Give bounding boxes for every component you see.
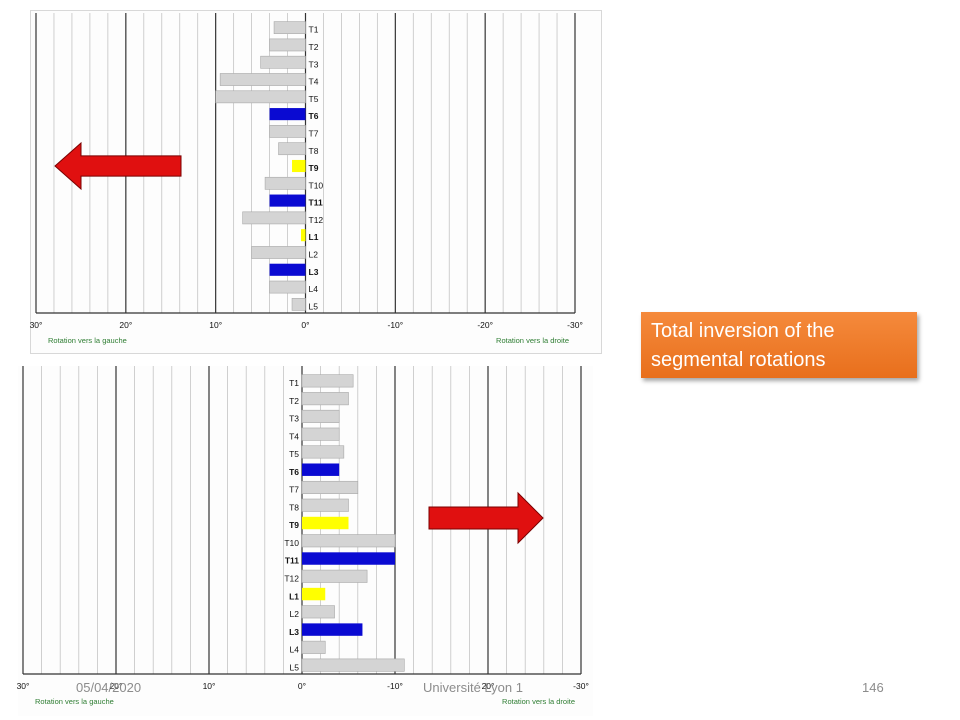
bar-t6 [269,108,306,121]
chart-top-left-rotation: T1 T2 T3 T4 T5 T6 T7 T8 T9 T10 T11 T12 L1 L2 L3 L4 L5 30°… [30,10,602,354]
footer-page-number: 146 [862,680,884,695]
category-label-t5: T5 [289,449,299,459]
bar-l4 [269,280,306,294]
bar-t7 [301,480,359,494]
x-tick-label: -10° [387,681,403,691]
bar-t5 [301,445,345,459]
chart-bottom-right-rotation: T1 T2 T3 T4 T5 T6 T7 T8 T9 T10 T11 T12 L1 L2 L3 L4 L5 30°… [17,366,593,716]
category-label-l2: L2 [309,250,319,260]
bar-t1 [273,21,306,34]
direction-arrow-right [428,491,544,545]
x-tick-label: 20° [482,681,495,691]
x-tick-label: -10° [387,320,403,330]
chart-bottom-svg: T1 T2 T3 T4 T5 T6 T7 T8 T9 T10 T11 T12 L1 L2 L3 L4 L5 30°… [17,366,589,706]
x-tick-label: 0° [298,681,306,691]
category-label-t9: T9 [289,520,299,530]
bar-t5 [215,90,306,104]
x-tick-label: 20° [119,320,132,330]
category-label-t10: T10 [284,538,299,548]
category-label-t3: T3 [289,414,299,424]
x-tick-label: -30° [573,681,589,691]
bar-t4 [219,73,306,86]
category-label-t1: T1 [309,25,319,35]
category-label-t12: T12 [284,574,299,584]
bar-t10 [301,534,396,548]
category-label-t11: T11 [285,556,299,566]
bar-l2 [301,605,335,619]
bar-t2 [301,392,349,406]
x-tick-label: -30° [567,320,583,330]
bar-t9 [302,516,349,530]
category-label-l4: L4 [290,645,300,655]
category-label-t4: T4 [309,77,319,87]
x-tick-label: 10° [209,320,222,330]
bar-t12 [301,569,368,583]
bar-t6 [302,463,340,476]
x-caption-right: Rotation vers la droite [502,697,575,706]
category-label-t6: T6 [289,467,299,477]
category-label-t2: T2 [309,42,319,52]
category-label-l4: L4 [309,284,319,294]
category-label-t6: T6 [309,111,319,121]
bar-t11 [302,552,395,565]
bar-t10 [264,176,306,190]
bar-t3 [301,409,340,423]
category-label-t8: T8 [289,502,299,512]
bar-l1 [302,587,326,601]
bar-l5 [301,658,405,672]
category-label-l5: L5 [309,301,319,311]
category-label-t5: T5 [309,94,319,104]
category-label-t7: T7 [309,128,319,138]
bar-t1 [301,374,354,388]
footer-date: 05/04/2020 [76,680,142,695]
category-label-t4: T4 [289,431,299,441]
footer-organization: Université Lyon 1 [423,680,523,695]
bar-t12 [242,211,306,225]
bar-l1 [301,229,306,242]
bar-l4 [301,640,326,654]
x-tick-label: 30° [30,320,43,330]
x-tick-label: -20° [477,320,493,330]
bar-l2 [251,246,306,259]
category-label-t12: T12 [309,215,324,225]
x-tick-label: 0° [301,320,309,330]
bar-t8 [278,142,306,156]
category-label-l5: L5 [290,662,300,672]
category-label-l2: L2 [290,609,300,619]
bar-t9 [292,159,306,173]
bar-t11 [269,194,306,207]
bar-l3 [302,623,363,636]
category-label-t10: T10 [309,180,324,190]
category-label-l1: L1 [309,232,319,242]
x-tick-label: 20° [110,681,123,691]
x-caption-left: Rotation vers la gauche [35,697,114,706]
category-label-l3: L3 [289,627,299,637]
category-label-l1: L1 [289,591,299,601]
bar-t2 [269,38,306,52]
category-label-t8: T8 [309,146,319,156]
chart-top-svg: T1 T2 T3 T4 T5 T6 T7 T8 T9 T10 T11 T12 L1 L2 L3 L4 L5 30°… [30,13,583,345]
category-label-t9: T9 [309,163,319,173]
category-label-t3: T3 [309,59,319,69]
category-label-t2: T2 [289,396,299,406]
category-label-t7: T7 [289,485,299,495]
bar-t4 [301,427,340,441]
category-label-l3: L3 [309,267,319,277]
callout-box: Total inversion of the segmental rotatio… [641,312,917,378]
category-label-t1: T1 [289,378,299,388]
bar-l5 [291,297,306,311]
bar-t7 [269,125,306,138]
category-label-t11: T11 [309,198,323,208]
x-caption-right: Rotation vers la droite [496,336,569,345]
x-tick-label: 30° [17,681,30,691]
callout-text: Total inversion of the segmental rotatio… [651,320,835,371]
x-caption-left: Rotation vers la gauche [48,336,127,345]
x-tick-label: 10° [203,681,216,691]
bar-t8 [301,498,349,512]
bar-l3 [269,263,306,276]
bar-t3 [260,55,306,69]
direction-arrow-left [54,141,182,191]
